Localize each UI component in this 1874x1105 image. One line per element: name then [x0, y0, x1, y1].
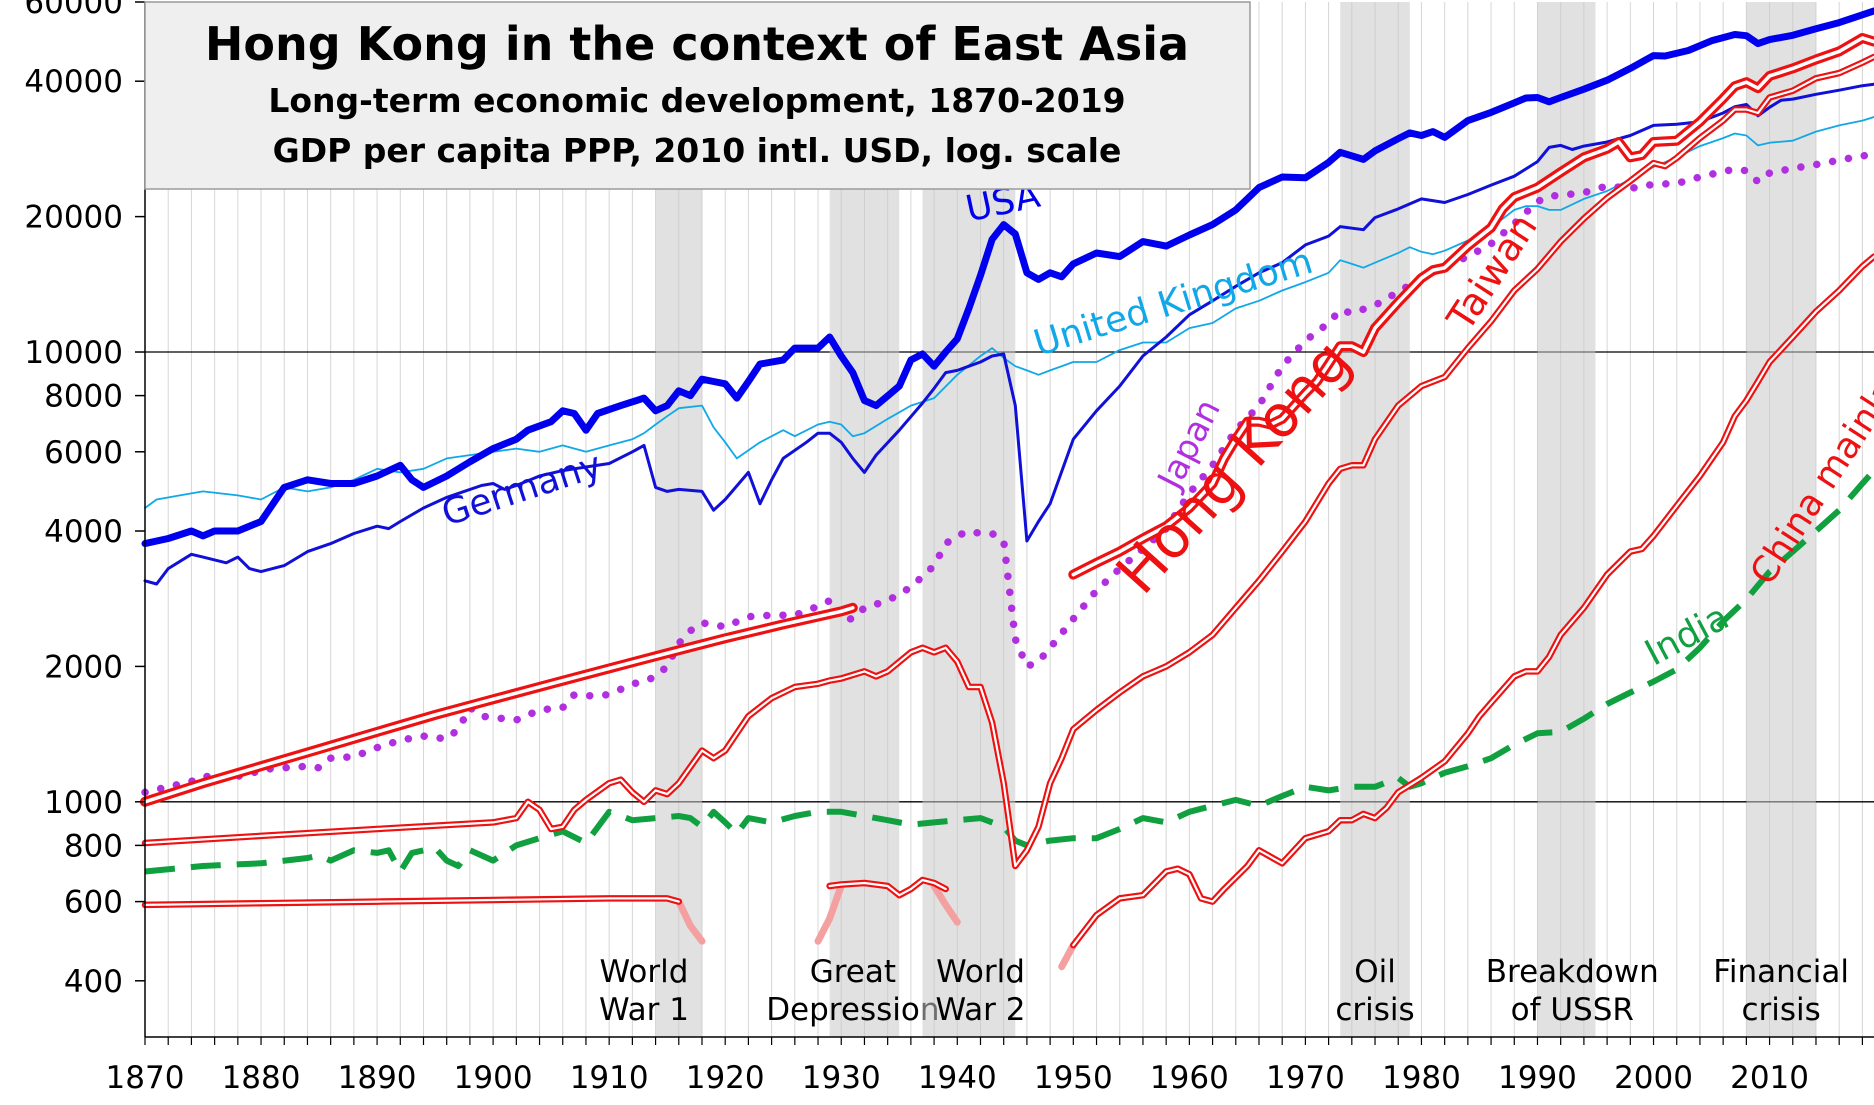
y-tick-label: 400: [64, 964, 123, 1000]
event-label-line: crisis: [1335, 992, 1414, 1028]
x-tick-label: 2010: [1730, 1060, 1809, 1096]
y-tick-label: 6000: [44, 435, 123, 471]
x-tick-label: 2000: [1614, 1060, 1693, 1096]
chart-subtitle-line-1: Long-term economic development, 1870-201…: [268, 81, 1125, 120]
y-tick-label: 20000: [24, 200, 123, 236]
x-tick-label: 1930: [802, 1060, 881, 1096]
y-tick-label: 60000: [24, 0, 123, 21]
event-band: [1746, 2, 1816, 1037]
x-tick-label: 1910: [570, 1060, 649, 1096]
series-hong-kong-line-inner: [1071, 36, 1874, 577]
x-tick-label: 1880: [222, 1060, 301, 1096]
x-tick-label: 1940: [918, 1060, 997, 1096]
y-tick-label: 40000: [24, 64, 123, 100]
event-label-line: World: [600, 954, 689, 990]
series-china-mainland-faded-connector: [814, 882, 845, 945]
series-hong-kong-line-outer: [140, 602, 858, 807]
y-tick-label: 600: [64, 885, 123, 921]
chart-subtitle-line-2: GDP per capita PPP, 2010 intl. USD, log.…: [273, 131, 1122, 170]
event-label-line: Breakdown: [1486, 954, 1659, 990]
x-tick-label: 1990: [1498, 1060, 1577, 1096]
event-band: [1537, 2, 1596, 1037]
title-box-background: [144, 1, 1251, 190]
event-label-line: Financial: [1713, 954, 1849, 990]
event-label: Oil crisis: [1335, 954, 1414, 1028]
y-tick-label: 1000: [44, 785, 123, 821]
y-tick-label: 2000: [44, 649, 123, 685]
event-label-line: Great: [810, 954, 896, 990]
chart-title: Hong Kong in the context of East Asia: [205, 17, 1189, 71]
y-tick-label: 4000: [44, 514, 123, 550]
event-label-line: War 2: [935, 992, 1025, 1028]
series-china-mainland-line-inner: [1072, 255, 1874, 947]
event-label-line: Oil: [1354, 954, 1396, 990]
event-label-line: of USSR: [1511, 992, 1634, 1028]
x-tick-label: 1870: [106, 1060, 185, 1096]
event-label: Financial crisis: [1713, 954, 1849, 1028]
event-band: [1340, 2, 1410, 1037]
x-tick-label: 1980: [1382, 1060, 1461, 1096]
series-india-line: [144, 468, 1874, 875]
series-label-united-kingdom: United Kingdom: [1029, 241, 1317, 365]
event-label-line: Depression: [766, 992, 939, 1028]
x-tick-label: 1890: [338, 1060, 417, 1096]
series-china-mainland-line-inner: [143, 897, 680, 906]
x-tick-label: 1900: [454, 1060, 533, 1096]
event-label: World War 1: [599, 954, 689, 1028]
axes: 400 600 800 1000 2000 4000 6000 8000 10000 20000 4…: [24, 0, 1874, 1096]
title-box: Hong Kong in the context of East Asia Lo…: [144, 1, 1251, 190]
series-label-germany: Germany: [437, 445, 607, 535]
event-label: Breakdown of USSR: [1486, 954, 1659, 1028]
series-germany-line: [143, 82, 1874, 586]
series-china-mainland-faded-connector: [1058, 941, 1077, 971]
series-taiwan-line-inner: [143, 55, 1874, 868]
y-tick-label: 8000: [44, 379, 123, 415]
series-hong-kong-line-inner: [143, 606, 855, 804]
event-label-line: War 1: [599, 992, 689, 1028]
x-tick-label: 1970: [1266, 1060, 1345, 1096]
series-japan-line: [141, 151, 1874, 797]
series-china-mainland-faded-connector: [675, 898, 706, 945]
x-tick-label: 1950: [1034, 1060, 1113, 1096]
y-tick-label: 10000: [24, 335, 123, 371]
event-label: Great Depression: [766, 954, 939, 1028]
event-label: World War 2: [935, 954, 1025, 1028]
series-usa-line: [141, 7, 1874, 548]
series-china-mainland-line-inner: [828, 878, 947, 897]
x-tick-label: 1960: [1150, 1060, 1229, 1096]
x-tick-label: 1920: [686, 1060, 765, 1096]
event-label-line: crisis: [1742, 992, 1821, 1028]
event-label-line: World: [936, 954, 1025, 990]
y-tick-label: 800: [64, 828, 123, 864]
series-china-mainland-faded-connector: [930, 882, 961, 926]
series-united-kingdom-line: [144, 116, 1874, 509]
series-lines: [140, 7, 1874, 971]
series-label-hong-kong: Hong Kong: [1103, 327, 1365, 607]
